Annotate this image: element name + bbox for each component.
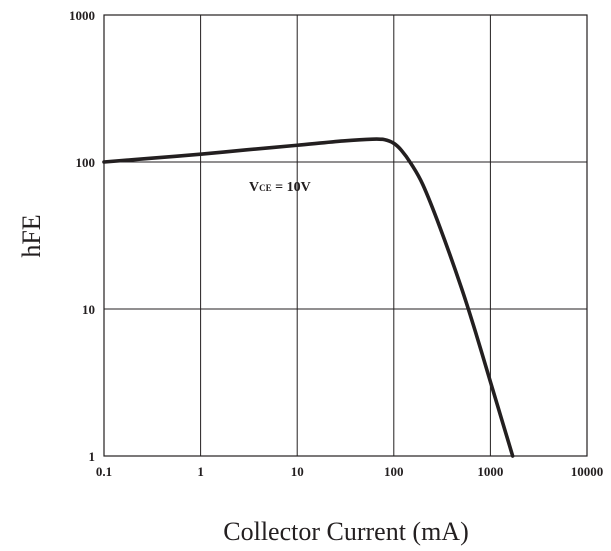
x-tick-label: 0.1	[96, 464, 112, 479]
annotation-rest: = 10V	[272, 180, 311, 195]
x-tick-label: 1	[197, 464, 204, 479]
x-tick-label: 100	[384, 464, 404, 479]
annotation-sub: CE	[259, 183, 272, 193]
x-tick-label: 10000	[571, 464, 604, 479]
y-axis-title: hFE	[17, 214, 46, 257]
y-tick-label: 1	[89, 449, 96, 464]
y-tick-label: 10	[82, 302, 95, 317]
x-tick-label: 10	[291, 464, 304, 479]
series-line-hfe	[102, 137, 515, 458]
grid	[104, 15, 587, 456]
annotation-main: V	[249, 180, 259, 195]
plot-frame	[103, 14, 588, 457]
y-tick-label: 100	[76, 155, 96, 170]
x-tick-label: 1000	[477, 464, 503, 479]
y-tick-label: 1000	[69, 8, 95, 23]
x-axis-title: Collector Current (mA)	[223, 517, 469, 546]
annotation-vce: VCE = 10V	[249, 180, 311, 195]
